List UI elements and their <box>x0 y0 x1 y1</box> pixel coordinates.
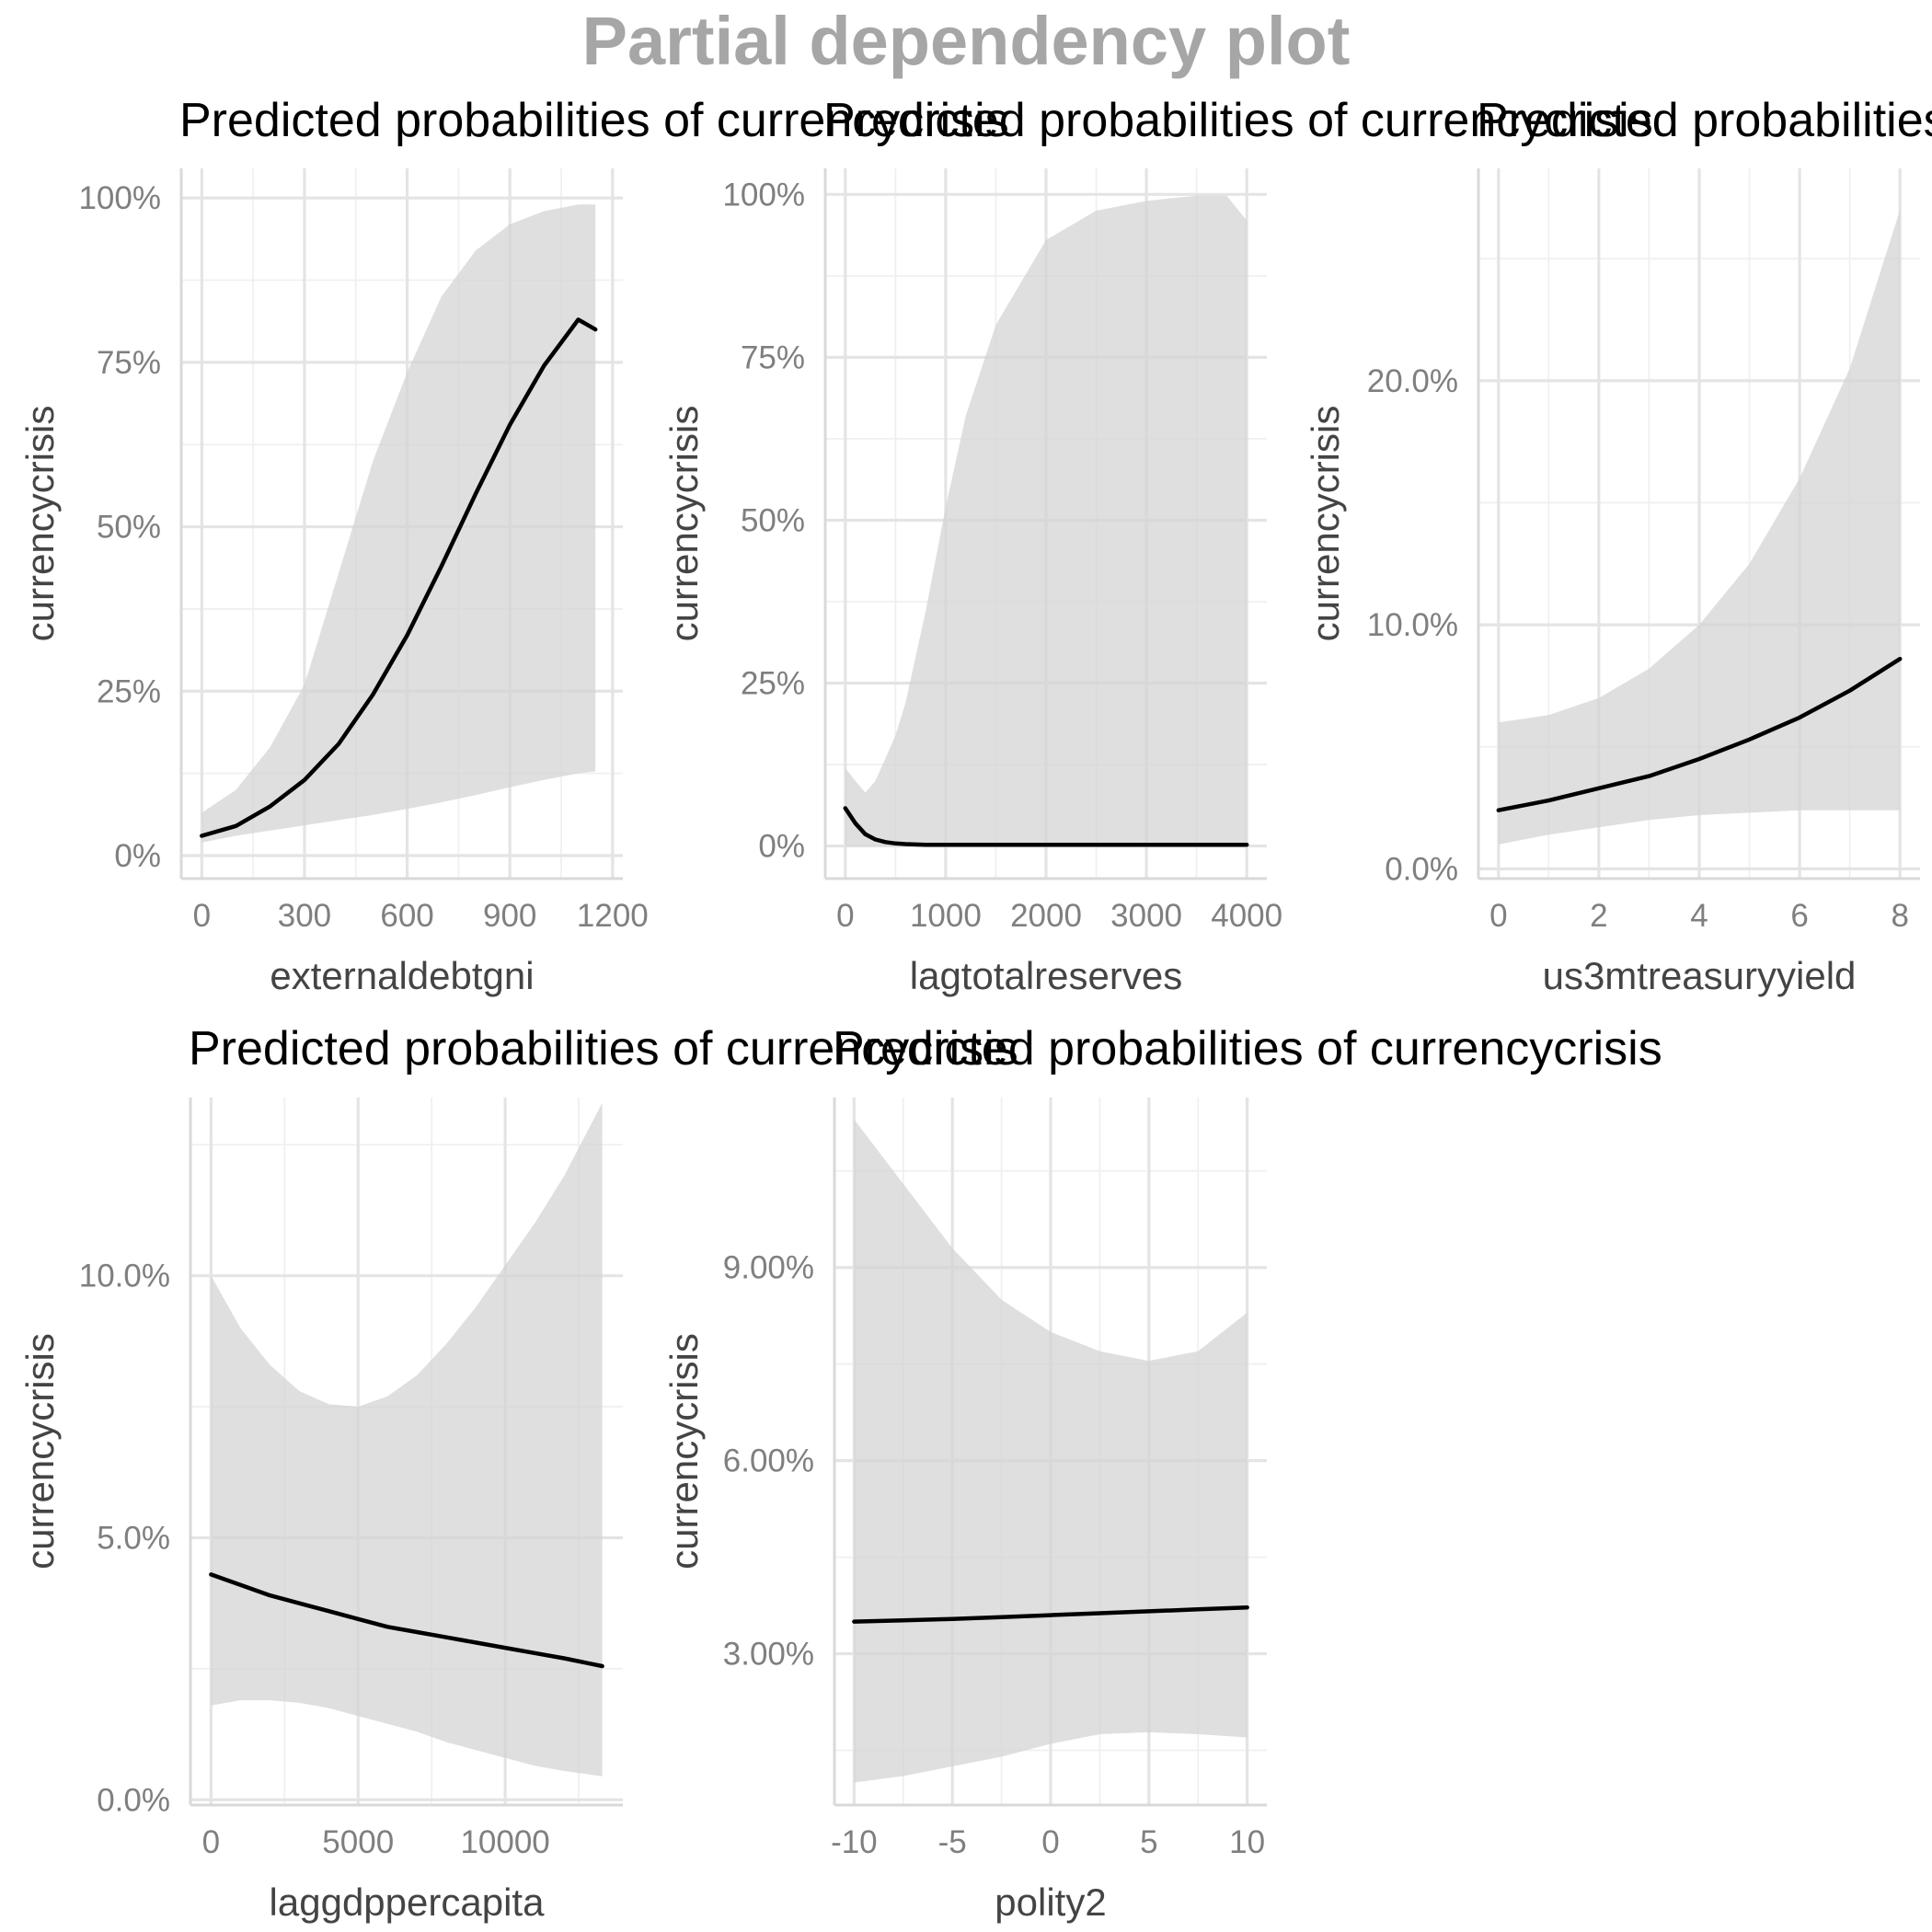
x-tick-label: 10000 <box>460 1824 549 1860</box>
x-tick-label: 8 <box>1891 898 1908 934</box>
y-tick-label: 9.00% <box>723 1250 814 1286</box>
prediction-line <box>852 1604 1249 1624</box>
x-tick-label: 600 <box>380 898 433 934</box>
panel-title: Predicted probabilities of currencycrisi… <box>833 1022 1662 1075</box>
y-tick-label: 25% <box>97 673 161 709</box>
x-tick-label: 4 <box>1690 898 1708 934</box>
y-tick-label: 3.00% <box>723 1637 814 1673</box>
prediction-line <box>209 1572 604 1669</box>
x-tick-label: 6 <box>1790 898 1808 934</box>
y-tick-label: 25% <box>741 666 805 702</box>
y-axis-title: currencycrisis <box>18 1333 62 1570</box>
y-tick-label: 0.0% <box>1385 851 1458 887</box>
y-tick-label: 0.0% <box>97 1782 170 1818</box>
plot-area <box>209 1102 604 1777</box>
x-tick-label: 0 <box>193 898 211 934</box>
x-tick-label: -10 <box>831 1824 878 1860</box>
panel-1: 0 300 600 900 1200 0% 25% 50% 75% 100% externaldeb… <box>18 94 1009 997</box>
x-tick-label: 0 <box>202 1824 220 1860</box>
plot-area <box>852 1119 1249 1783</box>
confidence-ribbon <box>845 195 1248 846</box>
panel-5: -10 -5 0 5 10 3.00% 6.00% 9.00% polity2 currencyc… <box>662 1022 1662 1924</box>
y-tick-label: 10.0% <box>1367 607 1458 643</box>
x-axis-title: externaldebtgni <box>270 954 534 997</box>
confidence-ribbon <box>201 204 596 843</box>
x-tick-label: 0 <box>1041 1824 1059 1860</box>
x-tick-label: 0 <box>1489 898 1507 934</box>
x-tick-label: 1000 <box>910 898 982 934</box>
figure-title: Partial dependency plot <box>582 3 1351 79</box>
panel-title: Predicted probabilities of currencycrisi… <box>823 94 1653 147</box>
prediction-line <box>200 317 598 838</box>
x-axis-title: polity2 <box>995 1880 1106 1924</box>
x-axis-title: lagtotalreserves <box>910 954 1182 997</box>
x-axis-title: us3mtreasuryyield <box>1543 954 1857 997</box>
confidence-ribbon <box>1498 210 1901 845</box>
y-tick-label: 10.0% <box>79 1259 170 1294</box>
x-tick-label: 1200 <box>577 898 649 934</box>
y-tick-label: 0% <box>758 829 805 865</box>
x-tick-label: 5000 <box>322 1824 394 1860</box>
x-tick-label: 5 <box>1140 1824 1157 1860</box>
y-tick-label: 100% <box>78 180 161 216</box>
panels: 0 300 600 900 12000%25%50%75%100%externaldeb… <box>18 94 1932 1924</box>
panel-title: Predicted probabilities of currencycrisi… <box>1477 94 1932 147</box>
x-tick-label: 0 <box>836 898 854 934</box>
panel-title: Predicted probabilities of currencycrisi… <box>179 94 1009 147</box>
y-tick-label: 6.00% <box>723 1443 814 1479</box>
y-axis-title: currencycrisis <box>662 1333 706 1570</box>
y-axis-title: currencycrisis <box>18 406 62 642</box>
plot-area <box>200 204 598 843</box>
plot-area <box>1496 210 1903 845</box>
x-tick-label: 4000 <box>1211 898 1282 934</box>
panel-2: 0 1000 2000 3000 4000 0% 25% 50% 75% 100% lagtotal… <box>662 94 1653 997</box>
prediction-line <box>843 806 1249 847</box>
x-tick-label: 2000 <box>1010 898 1082 934</box>
y-tick-label: 50% <box>97 510 161 546</box>
y-tick-label: 5.0% <box>97 1520 170 1556</box>
confidence-ribbon <box>211 1102 603 1777</box>
prediction-line <box>1496 656 1903 812</box>
x-axis-title: laggdppercapita <box>270 1880 546 1924</box>
x-tick-label: 2 <box>1590 898 1607 934</box>
panel-title: Predicted probabilities of currencycrisi… <box>189 1022 1018 1075</box>
y-axis-title: currencycrisis <box>662 406 706 642</box>
y-tick-label: 100% <box>722 177 805 213</box>
x-tick-label: 900 <box>483 898 536 934</box>
y-axis-title: currencycrisis <box>1304 406 1347 642</box>
plot-area <box>843 195 1249 847</box>
y-tick-label: 50% <box>741 502 805 538</box>
panel-4: 0 5000 10000 0.0% 5.0% 10.0% laggdppercapita cu… <box>18 1022 1018 1924</box>
confidence-ribbon <box>854 1119 1248 1783</box>
x-tick-label: -5 <box>938 1824 967 1860</box>
y-tick-label: 75% <box>741 339 805 375</box>
panel-3: 0 2 4 6 8 0.0% 10.0% 20.0% us3mtreasuryyield curr… <box>1304 94 1932 997</box>
x-tick-label: 3000 <box>1110 898 1182 934</box>
y-tick-label: 0% <box>114 838 161 874</box>
x-tick-label: 300 <box>278 898 331 934</box>
x-tick-label: 10 <box>1229 1824 1265 1860</box>
y-tick-label: 20.0% <box>1367 363 1458 399</box>
y-tick-label: 75% <box>97 345 161 381</box>
